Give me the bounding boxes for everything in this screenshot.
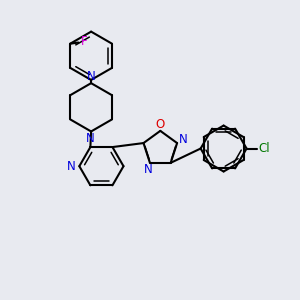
Text: F: F xyxy=(81,35,88,48)
Text: Cl: Cl xyxy=(258,142,270,155)
Text: O: O xyxy=(155,118,165,131)
Text: N: N xyxy=(87,70,95,83)
Text: N: N xyxy=(67,160,76,173)
Text: N: N xyxy=(86,132,94,145)
Text: N: N xyxy=(144,163,153,176)
Text: N: N xyxy=(179,133,188,146)
